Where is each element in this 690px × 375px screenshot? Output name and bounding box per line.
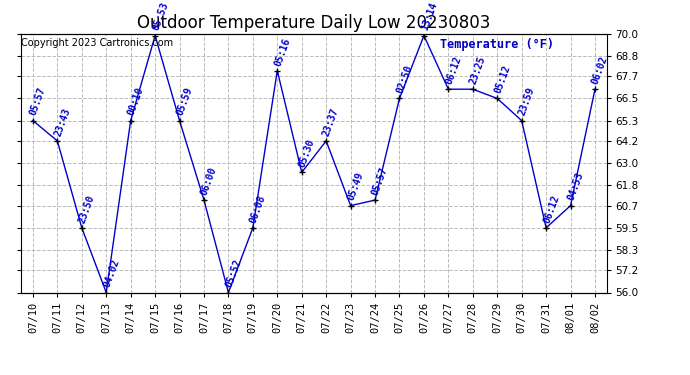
Text: 23:43: 23:43 xyxy=(52,106,72,138)
Text: 04:53: 04:53 xyxy=(566,171,585,202)
Text: 05:12: 05:12 xyxy=(493,64,512,95)
Text: 05:57: 05:57 xyxy=(28,86,48,117)
Text: 05:52: 05:52 xyxy=(224,258,243,289)
Text: 05:57: 05:57 xyxy=(371,166,390,196)
Title: Outdoor Temperature Daily Low 20230803: Outdoor Temperature Daily Low 20230803 xyxy=(137,14,491,32)
Text: 05:53: 05:53 xyxy=(150,1,170,32)
Text: 23:37: 23:37 xyxy=(322,106,341,138)
Text: 06:08: 06:08 xyxy=(248,193,268,224)
Text: 23:50: 23:50 xyxy=(77,193,97,224)
Text: 23:59: 23:59 xyxy=(517,86,536,117)
Text: 05:49: 05:49 xyxy=(346,171,365,202)
Text: 05:30: 05:30 xyxy=(297,138,317,169)
Text: 00:10: 00:10 xyxy=(126,86,146,117)
Text: 06:12: 06:12 xyxy=(542,193,561,224)
Text: 13:14: 13:14 xyxy=(420,1,439,32)
Text: 04:02: 04:02 xyxy=(101,258,121,289)
Text: 02:50: 02:50 xyxy=(395,64,414,95)
Text: 06:12: 06:12 xyxy=(444,55,463,86)
Text: 06:02: 06:02 xyxy=(590,55,610,86)
Text: 06:00: 06:00 xyxy=(199,166,219,196)
Text: 05:59: 05:59 xyxy=(175,86,195,117)
Text: Copyright 2023 Cartronics.com: Copyright 2023 Cartronics.com xyxy=(21,38,173,48)
Text: 23:25: 23:25 xyxy=(468,55,488,86)
Text: Temperature (°F): Temperature (°F) xyxy=(440,38,554,51)
Text: 05:16: 05:16 xyxy=(273,36,292,67)
